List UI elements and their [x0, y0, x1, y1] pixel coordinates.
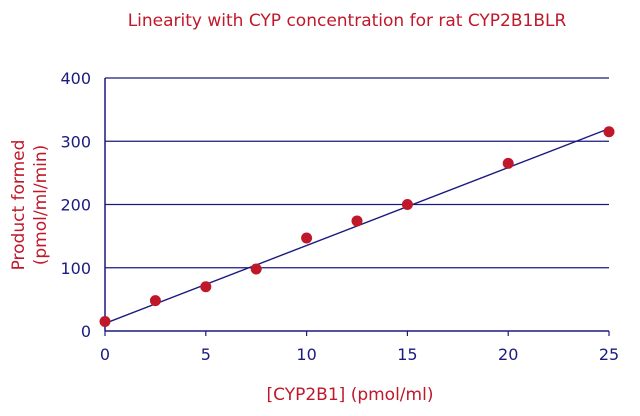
- data-point: [149, 295, 161, 307]
- y-tick-label: 0: [81, 322, 91, 341]
- data-point: [200, 281, 212, 293]
- y-tick-label: 200: [60, 196, 91, 215]
- y-axis-title-line1: Product formed: [9, 140, 29, 271]
- y-tick-labels: 0 100 200 300 400: [60, 69, 91, 341]
- data-point: [502, 157, 514, 169]
- data-point: [301, 232, 313, 244]
- y-tick-label: 400: [60, 69, 91, 88]
- x-tick-label: 15: [397, 345, 417, 364]
- gridlines: [105, 77, 609, 269]
- y-axis-title-line2: (pmol/ml/min): [31, 145, 51, 266]
- data-point: [250, 263, 262, 275]
- data-point: [351, 215, 363, 227]
- data-point: [99, 316, 111, 328]
- x-tick-label: 0: [100, 345, 110, 364]
- chart-title: Linearity with CYP concentration for rat…: [128, 11, 567, 31]
- data-point: [401, 199, 413, 210]
- x-tick-label: 10: [296, 345, 316, 364]
- y-tick-label: 100: [60, 259, 91, 278]
- x-axis-title: [CYP2B1] (pmol/ml): [267, 385, 434, 405]
- y-tick-label: 300: [60, 132, 91, 151]
- data-point: [603, 126, 615, 138]
- x-tick-label: 25: [599, 345, 619, 364]
- x-tick-label: 20: [498, 345, 518, 364]
- x-tick-label: 5: [201, 345, 211, 364]
- x-tick-labels: 0 5 10 15 20 25: [100, 331, 619, 364]
- data-points: [99, 126, 615, 328]
